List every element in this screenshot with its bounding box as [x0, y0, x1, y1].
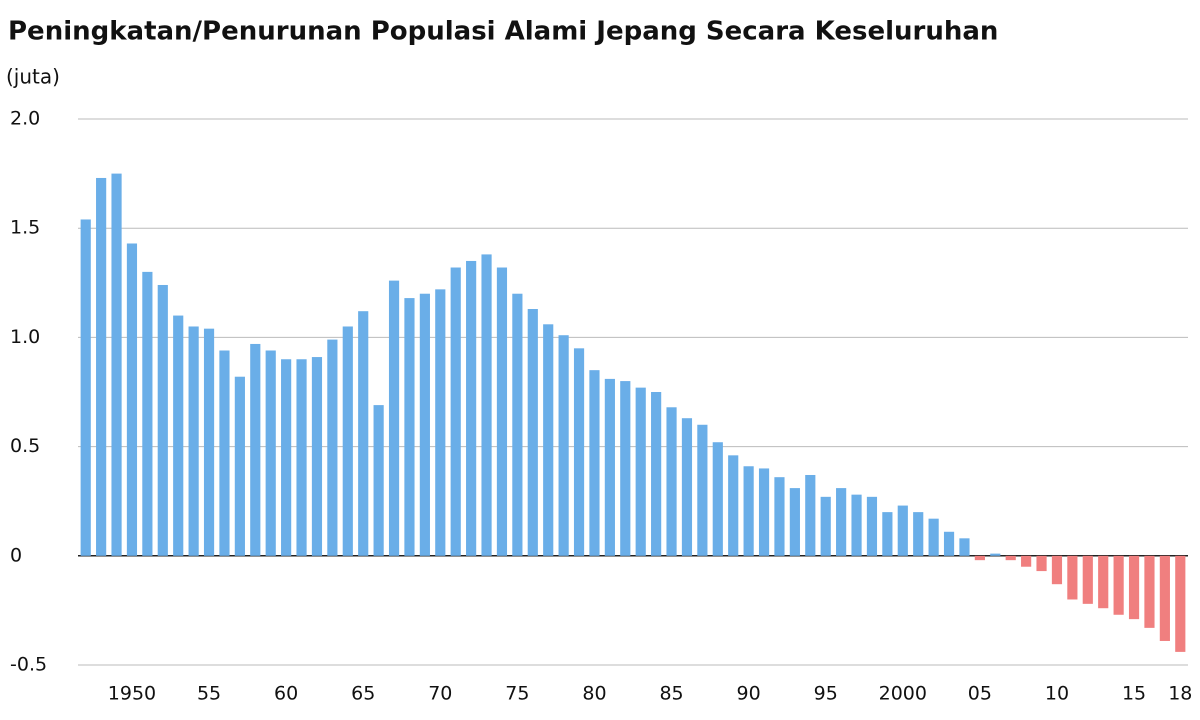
- bar: [157, 284, 168, 556]
- bar: [1021, 555, 1032, 567]
- bar: [558, 335, 569, 556]
- x-tick-label: 75: [505, 683, 529, 705]
- bar: [866, 496, 878, 556]
- bar: [543, 324, 554, 556]
- y-tick-label: 0.5: [10, 435, 40, 457]
- x-tick-label: 15: [1122, 683, 1146, 705]
- bar: [466, 260, 477, 556]
- bar: [250, 343, 261, 556]
- bar: [728, 455, 739, 556]
- bar: [265, 350, 276, 556]
- x-tick-label: 95: [814, 683, 838, 705]
- bar: [126, 243, 138, 556]
- bar: [281, 359, 292, 556]
- bar: [342, 326, 353, 556]
- bar: [1067, 555, 1078, 600]
- bar: [620, 381, 631, 556]
- x-tick-label: 55: [197, 683, 221, 705]
- bar: [1128, 555, 1140, 620]
- bar: [1082, 555, 1093, 604]
- x-tick-label: 65: [351, 683, 375, 705]
- bar: [573, 348, 585, 556]
- x-tick-label: 90: [737, 683, 761, 705]
- bar: [882, 512, 893, 556]
- bar: [481, 254, 492, 556]
- bar: [789, 488, 800, 556]
- x-tick-label: 60: [274, 683, 298, 705]
- bar: [805, 474, 816, 556]
- y-tick-label: 2.0: [10, 108, 40, 130]
- bar: [928, 518, 939, 556]
- bar: [974, 555, 985, 561]
- bar: [419, 293, 430, 556]
- bar: [80, 219, 91, 556]
- bar: [990, 553, 1001, 556]
- bar: [527, 309, 538, 556]
- bar: [589, 370, 600, 556]
- bar: [712, 442, 723, 556]
- x-tick-label: 10: [1045, 683, 1069, 705]
- y-tick-label: 0: [10, 544, 22, 566]
- x-tick-label: 70: [428, 683, 452, 705]
- bar: [836, 488, 847, 556]
- bar: [943, 531, 955, 556]
- bar: [1051, 555, 1063, 585]
- x-tick-label: 85: [659, 683, 683, 705]
- bar: [604, 378, 615, 556]
- y-tick-label: 1.0: [10, 326, 40, 348]
- x-tick-label: 18: [1168, 683, 1192, 705]
- bar: [1005, 555, 1016, 561]
- bar: [635, 387, 646, 556]
- bar: [758, 468, 770, 556]
- bar: [327, 339, 338, 556]
- bar: [697, 424, 708, 556]
- bar: [188, 326, 199, 556]
- bar: [743, 466, 754, 556]
- bar: [913, 512, 924, 556]
- bar: [1036, 555, 1047, 572]
- bar: [651, 392, 662, 556]
- x-tick-label: 2000: [879, 683, 927, 705]
- bar: [1159, 555, 1170, 641]
- bar: [173, 315, 184, 556]
- bar: [450, 267, 461, 556]
- x-tick-label: 80: [582, 683, 606, 705]
- bar: [820, 496, 831, 556]
- bar: [203, 328, 215, 556]
- bar: [897, 505, 908, 556]
- bar: [142, 271, 153, 556]
- bar: [496, 267, 508, 556]
- y-tick-label: 1.5: [10, 217, 40, 239]
- bar: [774, 477, 785, 556]
- bar: [851, 494, 862, 556]
- bar: [1098, 555, 1109, 609]
- bar: [512, 293, 523, 556]
- y-tick-label: -0.5: [10, 654, 47, 676]
- bar: [234, 376, 245, 556]
- bar: [96, 177, 107, 556]
- bar: [1144, 555, 1155, 628]
- chart-title: Peningkatan/Penurunan Populasi Alami Jep…: [8, 17, 998, 47]
- bar: [666, 407, 677, 556]
- x-tick-label: 05: [968, 683, 992, 705]
- bar: [358, 311, 369, 556]
- bar: [373, 405, 384, 556]
- bar: [959, 538, 970, 556]
- x-tick-label: 1950: [108, 683, 156, 705]
- bar: [388, 280, 400, 556]
- bar: [219, 350, 230, 556]
- bar: [404, 298, 415, 556]
- bar: [1175, 555, 1186, 652]
- bar: [435, 289, 446, 556]
- bar: [681, 418, 693, 556]
- bar: [1113, 555, 1124, 615]
- y-axis-label: (juta): [6, 65, 60, 89]
- bar: [311, 357, 323, 556]
- bar: [296, 359, 307, 556]
- bar: [111, 173, 122, 556]
